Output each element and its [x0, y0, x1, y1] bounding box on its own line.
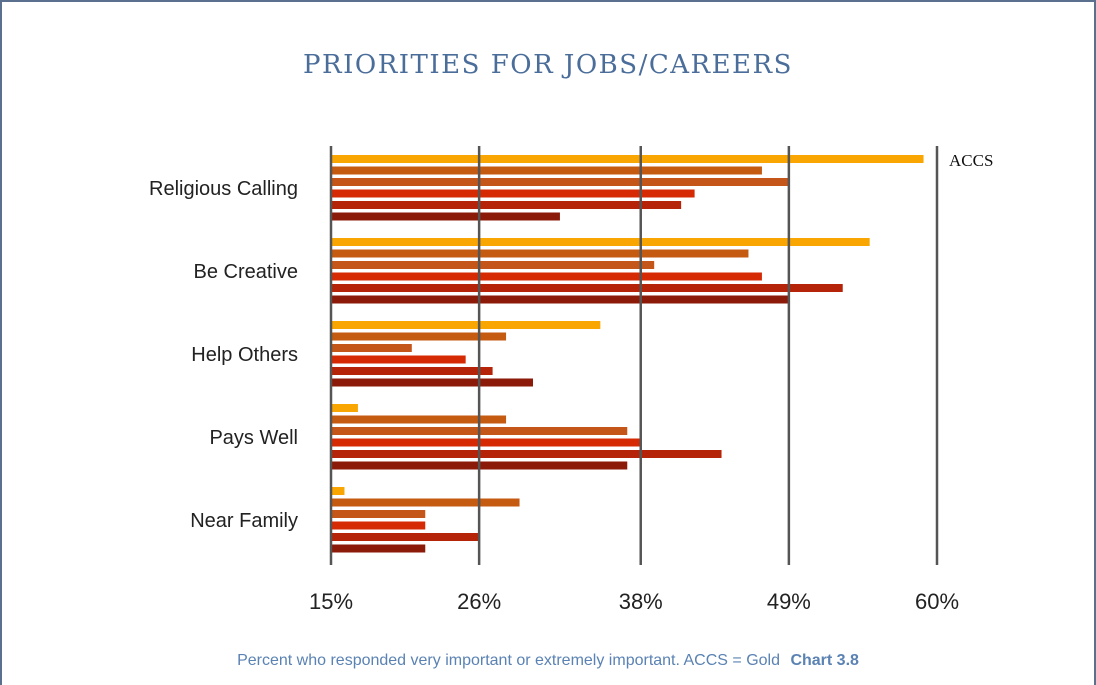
- bar-series-5-help-others: [331, 367, 493, 375]
- legend-entry-accs: ACCS: [949, 151, 993, 170]
- x-tick-label-60pct: 60%: [915, 589, 959, 614]
- x-tick-label-49pct: 49%: [767, 589, 811, 614]
- bar-series-5-pays-well: [331, 450, 722, 458]
- x-tick-label-15pct: 15%: [309, 589, 353, 614]
- x-tick-label-38pct: 38%: [619, 589, 663, 614]
- bar-series-3-help-others: [331, 344, 412, 352]
- category-label-be-creative: Be Creative: [194, 261, 299, 283]
- bar-series-2-near-family: [331, 498, 520, 507]
- bar-series-6-help-others: [331, 378, 533, 387]
- chart-title: PRIORITIES FOR JOBS/CAREERS: [303, 50, 793, 80]
- category-label-help-others: Help Others: [191, 344, 298, 366]
- bar-accs-help-others: [331, 321, 601, 329]
- bar-series-2-help-others: [331, 332, 507, 341]
- bar-series-4-religious-calling: [331, 189, 695, 198]
- category-label-religious-calling: Religious Calling: [149, 178, 298, 200]
- bar-series-3-religious-calling: [331, 178, 789, 186]
- bar-series-3-near-family: [331, 510, 426, 518]
- chart-caption: Percent who responded very important or …: [0, 652, 1096, 670]
- bar-accs-be-creative: [331, 238, 870, 246]
- bar-accs-near-family: [331, 487, 345, 495]
- bar-series-4-near-family: [331, 521, 426, 530]
- chart-reference: Chart 3.8: [790, 652, 859, 669]
- bar-series-2-pays-well: [331, 415, 507, 424]
- x-tick-label-26pct: 26%: [457, 589, 501, 614]
- bar-series-5-near-family: [331, 533, 480, 541]
- bar-series-6-be-creative: [331, 295, 789, 304]
- caption-text: Percent who responded very important or …: [237, 652, 780, 669]
- bar-series-4-pays-well: [331, 438, 641, 447]
- bar-series-5-religious-calling: [331, 201, 682, 209]
- bar-series-4-help-others: [331, 355, 466, 364]
- category-label-pays-well: Pays Well: [209, 427, 298, 449]
- bar-series-6-near-family: [331, 544, 426, 553]
- bar-series-2-religious-calling: [331, 166, 762, 175]
- bar-accs-religious-calling: [331, 155, 924, 163]
- bar-series-3-be-creative: [331, 261, 655, 269]
- bar-series-5-be-creative: [331, 284, 843, 292]
- bar-series-6-religious-calling: [331, 212, 560, 221]
- category-label-near-family: Near Family: [190, 510, 298, 532]
- bar-series-2-be-creative: [331, 249, 749, 258]
- bar-accs-pays-well: [331, 404, 358, 412]
- bar-series-4-be-creative: [331, 272, 762, 281]
